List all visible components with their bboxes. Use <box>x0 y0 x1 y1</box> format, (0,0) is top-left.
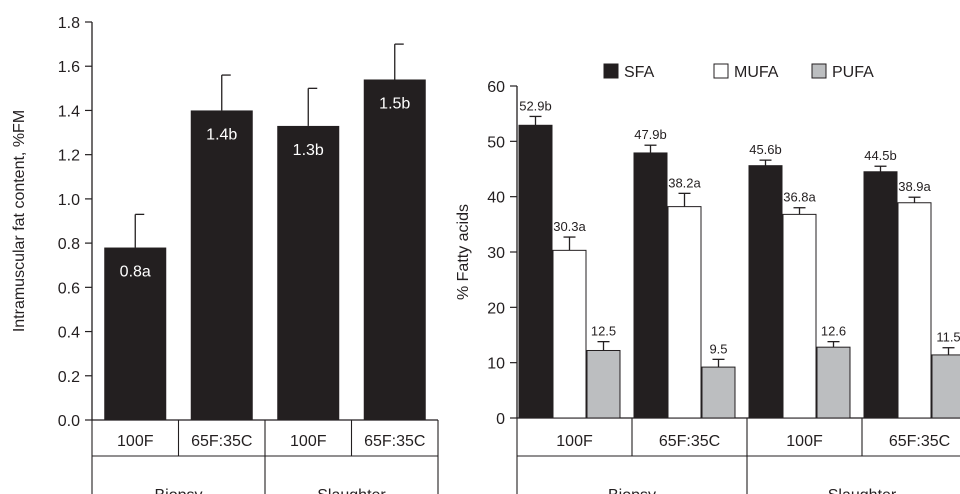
group-label: Slaughter <box>828 487 897 494</box>
fatty-acids-chart: 0 10 20 30 40 50 60 % Fatty acids SFA MUFA PUFA 52.… <box>455 63 960 494</box>
y-tick-label: 10 <box>487 356 505 373</box>
bar-data-label: 38.9a <box>898 179 931 194</box>
intramuscular-fat-chart: 0.0 0.2 0.4 0.6 0.8 1.0 1.2 1.4 1.6 1.8 Intramuscu… <box>11 15 439 494</box>
bar-sfa <box>748 165 783 419</box>
legend-label-sfa: SFA <box>624 64 655 81</box>
legend-label-pufa: PUFA <box>832 64 874 81</box>
y-tick-label: 60 <box>487 79 505 96</box>
bar-data-label: 9.5 <box>709 341 727 356</box>
bar-pufa <box>586 349 621 419</box>
y-tick-label: 0.4 <box>58 325 80 342</box>
x-tick-label: 100F <box>290 433 327 450</box>
bar-data-label: 30.3a <box>553 219 586 234</box>
bar-sfa <box>633 152 668 419</box>
y-tick-label: 20 <box>487 300 505 317</box>
y-tick-label: 0.8 <box>58 236 80 253</box>
bar-data-label: 11.5 <box>936 330 960 345</box>
bar-data-label: 47.9b <box>634 127 667 142</box>
bar-pufa <box>931 354 960 419</box>
x-tick-label: 100F <box>786 433 823 450</box>
y-tick-label: 0.6 <box>58 280 80 297</box>
x-tick-label: 100F <box>117 433 154 450</box>
y-tick-label: 1.6 <box>58 59 80 76</box>
bar-pufa <box>816 346 851 419</box>
x-tick-label: 65F:35C <box>191 433 252 450</box>
y-tick-label: 1.4 <box>58 103 80 120</box>
y-tick-label: 0.0 <box>58 413 80 430</box>
bar <box>190 110 253 420</box>
legend-label-mufa: MUFA <box>734 64 779 81</box>
legend-swatch-pufa <box>811 63 827 79</box>
bar-pufa <box>701 366 736 419</box>
bar-sfa <box>863 171 898 419</box>
y-axis-label: Intramuscular fat content, %FM <box>11 110 28 332</box>
bar-data-label: 0.8a <box>120 264 151 281</box>
bar-mufa <box>667 206 702 419</box>
bar-data-label: 52.9b <box>519 98 552 113</box>
group-label: Biopsy <box>154 487 202 494</box>
bar-data-label: 1.3b <box>293 142 324 159</box>
bar-data-label: 12.5 <box>591 324 616 339</box>
legend-swatch-sfa <box>603 63 619 79</box>
y-tick-label: 50 <box>487 134 505 151</box>
bar-data-label: 44.5b <box>864 148 897 163</box>
bar <box>104 247 167 420</box>
x-tick-label: 65F:35C <box>659 433 720 450</box>
bar-mufa <box>552 249 587 419</box>
y-tick-label: 40 <box>487 190 505 207</box>
y-tick-label: 1.2 <box>58 148 80 165</box>
bar <box>277 125 340 420</box>
x-tick-label: 100F <box>556 433 593 450</box>
bar-data-label: 36.8a <box>783 190 816 205</box>
bar-data-label: 38.2a <box>668 175 701 190</box>
group-label: Biopsy <box>608 487 656 494</box>
bar-data-label: 12.6 <box>821 324 846 339</box>
bar-data-label: 45.6b <box>749 142 782 157</box>
x-tick-label: 65F:35C <box>364 433 425 450</box>
bar-mufa <box>782 213 817 419</box>
y-tick-label: 30 <box>487 245 505 262</box>
bar <box>363 79 426 420</box>
y-tick-label: 0 <box>496 411 505 428</box>
bar-mufa <box>897 202 932 419</box>
x-tick-label: 65F:35C <box>889 433 950 450</box>
legend-swatch-mufa <box>713 63 729 79</box>
y-axis-label: % Fatty acids <box>455 204 472 300</box>
y-tick-label: 0.2 <box>58 369 80 386</box>
group-label: Slaughter <box>317 487 386 494</box>
bar-sfa <box>518 124 553 419</box>
bar-data-label: 1.5b <box>379 95 410 112</box>
bar-data-label: 1.4b <box>206 126 237 143</box>
y-tick-label: 1.8 <box>58 15 80 32</box>
y-tick-label: 1.0 <box>58 192 80 209</box>
